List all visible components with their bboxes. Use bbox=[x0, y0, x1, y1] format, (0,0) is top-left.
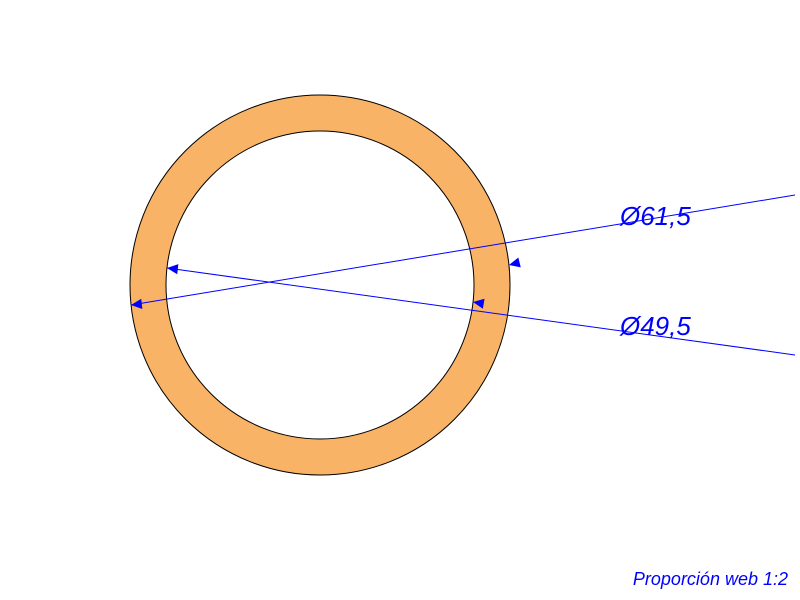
footer-scale-text: Proporción web 1:2 bbox=[633, 569, 788, 589]
dim-inner-label: Ø49,5 bbox=[619, 311, 691, 341]
dim-outer-arrow-right bbox=[509, 257, 521, 267]
ring-profile bbox=[130, 95, 510, 475]
dim-outer-label: Ø61,5 bbox=[619, 201, 691, 231]
dim-inner-arrow-left bbox=[167, 264, 178, 274]
